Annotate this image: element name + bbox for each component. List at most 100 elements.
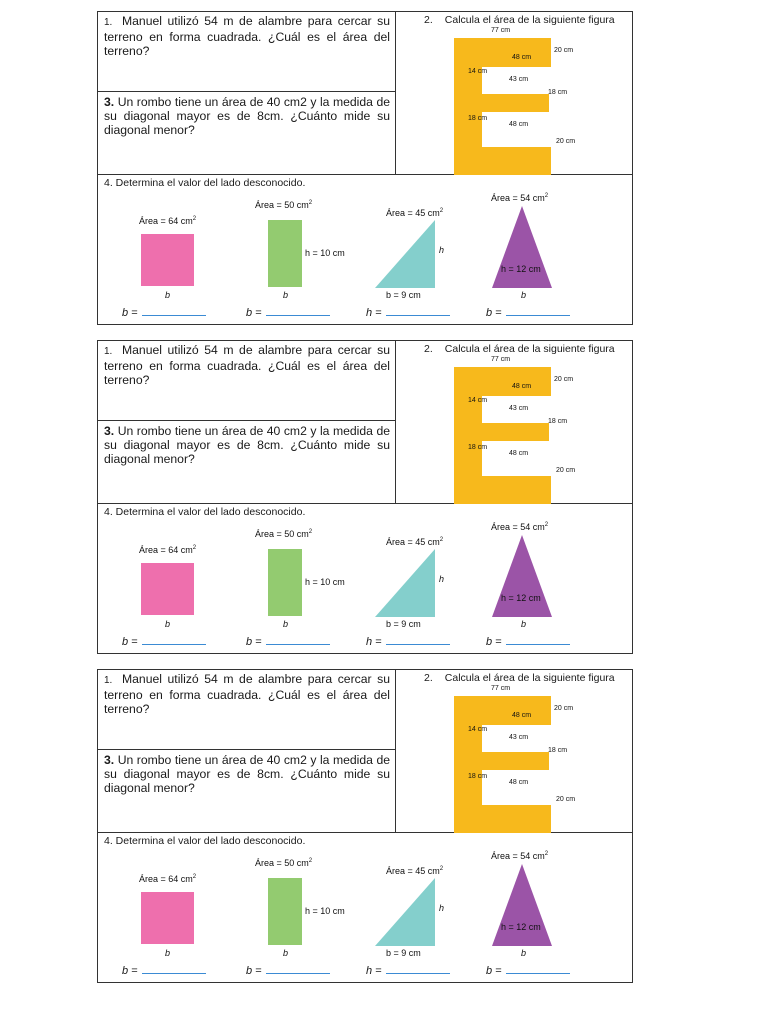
triangle-svg	[492, 864, 552, 946]
divider	[395, 670, 396, 832]
divider	[98, 503, 632, 504]
label-inner-bottom: 48 cm	[509, 779, 529, 786]
label-right-top: 20 cm	[554, 376, 574, 383]
question-2-title: 2. Calcula el área de la siguiente figura	[424, 672, 615, 684]
answer-blank[interactable]	[141, 635, 206, 645]
question-3: 3. Un rombo tiene un área de 40 cm2 y la…	[104, 95, 390, 137]
right-triangle-svg	[375, 878, 435, 946]
triangle-base-label: b	[521, 619, 527, 629]
green-rectangle	[268, 549, 302, 616]
rectangle-height-label: h = 10 cm	[305, 577, 345, 587]
answer-right-triangle: h =	[366, 964, 450, 977]
question-3: 3. Un rombo tiene un área de 40 cm2 y la…	[104, 424, 390, 466]
label-right-mid: 18 cm	[548, 418, 568, 425]
answer-blank[interactable]	[505, 635, 570, 645]
worksheet-card: 1. Manuel utilizó 54 m de alambre para ce…	[97, 11, 633, 325]
e-shape-figure: 77 cm 20 cm 48 cm 14 cm 43 cm 18 cm 18 c…	[452, 356, 592, 504]
label-right-mid: 18 cm	[548, 89, 568, 96]
question-4-title: 4. Determina el valor del lado desconoci…	[104, 506, 306, 518]
answer-blank[interactable]	[141, 306, 206, 316]
right-triangle-area-label: Área = 45 cm2	[386, 208, 444, 218]
label-left-lower: 18 cm	[468, 115, 488, 122]
answer-triangle: b =	[486, 964, 570, 977]
label-left-upper: 14 cm	[468, 68, 488, 75]
divider	[98, 174, 632, 175]
answer-square: b =	[122, 306, 206, 319]
square-area-label: Área = 64 cm2	[139, 545, 197, 555]
triangle-height-label: h = 12 cm	[501, 593, 541, 603]
worksheet-card: 1. Manuel utilizó 54 m de alambre para ce…	[97, 340, 633, 654]
square-base-label: b	[165, 619, 171, 629]
answer-blank[interactable]	[265, 306, 330, 316]
answer-triangle: b =	[486, 635, 570, 648]
purple-triangle	[492, 206, 552, 288]
right-triangle-svg	[375, 220, 435, 288]
right-triangle	[375, 220, 435, 288]
question-1: 1. Manuel utilizó 54 m de alambre para ce…	[104, 343, 390, 387]
label-left-lower: 18 cm	[468, 444, 488, 451]
question-2-title: 2. Calcula el área de la siguiente figura	[424, 343, 615, 355]
answer-blank[interactable]	[265, 635, 330, 645]
label-inner-bottom: 48 cm	[509, 121, 529, 128]
triangle-area-label: Área = 54 cm2	[491, 193, 549, 203]
answer-blank[interactable]	[265, 964, 330, 974]
square-area-label: Área = 64 cm2	[139, 874, 197, 884]
right-triangle-area-label: Área = 45 cm2	[386, 866, 444, 876]
label-inner-top: 48 cm	[512, 54, 532, 61]
square-base-label: b	[165, 290, 171, 300]
label-inner-mid: 43 cm	[509, 734, 529, 741]
green-rectangle	[268, 220, 302, 287]
answer-blank[interactable]	[385, 635, 450, 645]
label-inner-top: 48 cm	[512, 712, 532, 719]
answer-blank[interactable]	[505, 306, 570, 316]
answer-triangle: b =	[486, 306, 570, 319]
e-shape-svg	[454, 696, 551, 833]
triangle-height-label: h = 12 cm	[501, 922, 541, 932]
answer-square: b =	[122, 635, 206, 648]
divider	[395, 12, 396, 174]
triangle-base-label: b	[521, 948, 527, 958]
question-2-title: 2. Calcula el área de la siguiente figura	[424, 14, 615, 26]
answer-blank[interactable]	[385, 306, 450, 316]
pink-square	[141, 563, 194, 615]
label-inner-top: 48 cm	[512, 383, 532, 390]
triangle-height-label: h = 12 cm	[501, 264, 541, 274]
right-triangle-base-label: b = 9 cm	[386, 290, 421, 300]
answer-rectangle: b =	[246, 964, 330, 977]
rectangle-base-label: b	[283, 948, 289, 958]
rectangle-height-label: h = 10 cm	[305, 248, 345, 258]
e-shape-figure: 77 cm 20 cm 48 cm 14 cm 43 cm 18 cm 18 c…	[452, 685, 592, 833]
answer-rectangle: b =	[246, 635, 330, 648]
question-3: 3. Un rombo tiene un área de 40 cm2 y la…	[104, 753, 390, 795]
label-inner-bottom: 48 cm	[509, 450, 529, 457]
triangle-area-label: Área = 54 cm2	[491, 522, 549, 532]
rectangle-height-label: h = 10 cm	[305, 906, 345, 916]
divider	[98, 832, 632, 833]
triangle-base-label: b	[521, 290, 527, 300]
right-triangle-height-label: h	[439, 574, 445, 584]
right-triangle-area-label: Área = 45 cm2	[386, 537, 444, 547]
answer-blank[interactable]	[505, 964, 570, 974]
label-right-bottom: 20 cm	[556, 467, 576, 474]
label-right-bottom: 20 cm	[556, 138, 576, 145]
right-triangle	[375, 549, 435, 617]
answer-blank[interactable]	[141, 964, 206, 974]
label-top: 77 cm	[491, 27, 511, 34]
label-right-bottom: 20 cm	[556, 796, 576, 803]
label-left-upper: 14 cm	[468, 397, 488, 404]
divider	[395, 341, 396, 503]
answer-blank[interactable]	[385, 964, 450, 974]
answer-rectangle: b =	[246, 306, 330, 319]
e-shape-figure: 77 cm 20 cm 48 cm 14 cm 43 cm 18 cm 18 c…	[452, 27, 592, 175]
label-left-lower: 18 cm	[468, 773, 488, 780]
e-shape	[454, 696, 551, 833]
divider	[98, 420, 395, 421]
rectangle-base-label: b	[283, 290, 289, 300]
question-1: 1. Manuel utilizó 54 m de alambre para ce…	[104, 14, 390, 58]
triangle-svg	[492, 206, 552, 288]
triangle-svg	[492, 535, 552, 617]
pink-square	[141, 234, 194, 286]
rectangle-base-label: b	[283, 619, 289, 629]
question-1: 1. Manuel utilizó 54 m de alambre para ce…	[104, 672, 390, 716]
label-top: 77 cm	[491, 356, 511, 363]
